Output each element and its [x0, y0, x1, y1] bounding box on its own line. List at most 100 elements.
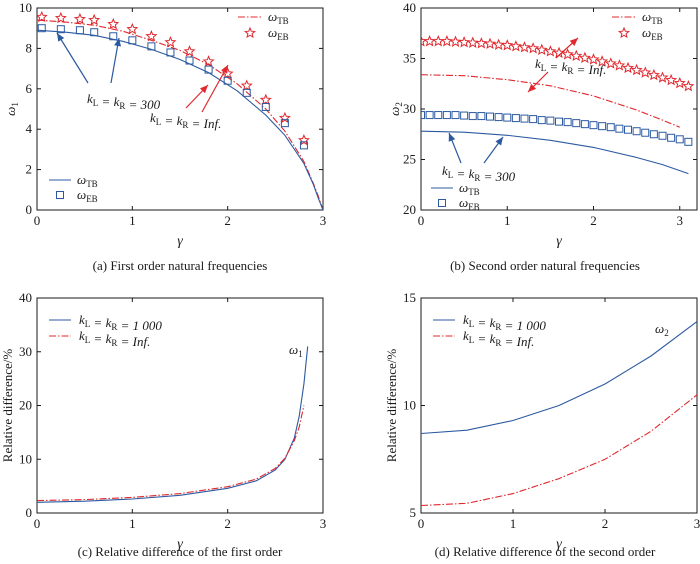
data-point-square [75, 26, 84, 35]
series-line [421, 394, 697, 507]
y-tick-label: 30 [19, 344, 32, 359]
series-2 [37, 405, 305, 502]
data-point-square [128, 36, 137, 45]
data-point-square [675, 135, 684, 144]
plot-area [421, 321, 697, 507]
data-point-star [518, 41, 531, 53]
x-tick-label: 0 [418, 516, 425, 531]
annotation-label: kL = kR = Inf. [150, 110, 221, 131]
data-point-star [449, 35, 462, 47]
panel-caption: (a) First order natural frequencies [93, 258, 268, 273]
data-point-square [90, 28, 99, 37]
data-point-square [511, 114, 520, 123]
x-tick-label: 1 [504, 213, 511, 228]
data-point-star [458, 35, 471, 48]
panel-1: 0 1 2 3 0 2 4 6 8 10 γ ω1 (a) First order natural fr… [3, 0, 326, 273]
x-tick-label: 2 [590, 213, 597, 228]
annotation-arrow [56, 32, 89, 84]
legend-label: ωTB [642, 9, 663, 26]
annotation-arrow-head [528, 83, 537, 92]
y-tick-label: 40 [403, 0, 416, 15]
data-point-square [537, 116, 546, 125]
legend-square [56, 191, 64, 199]
annotation-arrow [448, 132, 462, 164]
y-tick-label: 6 [26, 81, 33, 96]
data-point-square [572, 119, 581, 128]
series-4 [421, 111, 693, 146]
legend-label: kL = kR = 1 000 [79, 312, 162, 333]
series-line [37, 346, 309, 503]
y-tick-label: 5 [410, 505, 417, 520]
data-point-square [589, 121, 598, 130]
data-point-star [440, 34, 453, 47]
legend-label: ωEB [459, 195, 480, 212]
annotation-label: kL = kR = Inf. [535, 56, 606, 77]
y-tick-label: 30 [403, 101, 416, 116]
data-point-star [297, 134, 310, 146]
data-point-square [632, 127, 641, 136]
data-point-star [278, 111, 291, 124]
data-point-star [37, 10, 48, 23]
data-point-star [673, 76, 686, 89]
data-point-square [529, 115, 538, 124]
x-tick-label: 2 [602, 516, 609, 531]
panel-caption: (b) Second order natural frequencies [450, 258, 640, 273]
curve-annotation: ω2 [655, 321, 669, 338]
annotation-arrow-head [448, 133, 456, 142]
annotation-arrow [483, 136, 504, 164]
data-point-star [544, 45, 557, 57]
x-tick-label: 2 [224, 213, 231, 228]
y-tick-label: 40 [19, 290, 32, 305]
legend-label: ωTB [77, 172, 98, 189]
x-tick-label: 3 [694, 516, 700, 531]
data-point-star [656, 71, 669, 83]
data-point-square [598, 122, 607, 131]
series-line [421, 130, 689, 175]
data-point-square [147, 42, 156, 51]
data-point-square [460, 111, 469, 120]
plot-frame [36, 7, 324, 211]
data-point-star [501, 39, 514, 51]
data-point-square [606, 123, 615, 132]
data-point-star [682, 79, 695, 92]
panel-4: 0 1 2 3 5 10 15 γ Relative difference/% (d) Relat… [384, 290, 700, 559]
data-point-square [649, 130, 658, 139]
data-point-star [240, 79, 253, 91]
annotation-arrow [185, 84, 209, 109]
x-tick-label: 0 [34, 213, 41, 228]
data-point-square [434, 111, 443, 120]
x-tick-label: 0 [34, 516, 41, 531]
annotation-label: kL = kR = 300 [442, 163, 516, 184]
annotation-arrow-shaft [56, 32, 89, 84]
annotation-arrow-head [569, 38, 578, 46]
data-point-square [546, 116, 555, 125]
series-1 [421, 74, 681, 128]
series-line [421, 74, 681, 128]
x-tick-label: 3 [677, 213, 684, 228]
x-tick-label: 1 [129, 213, 136, 228]
data-point-square [299, 141, 308, 150]
y-tick-label: 2 [26, 162, 33, 177]
data-point-star [630, 63, 643, 76]
y-tick-label: 25 [403, 152, 416, 167]
data-point-square [442, 111, 451, 120]
data-point-star [535, 43, 548, 56]
data-point-star [145, 29, 158, 42]
data-point-square [166, 48, 175, 57]
legend-label: ωEB [268, 25, 289, 42]
y-tick-label: 4 [26, 121, 33, 136]
data-point-star [578, 51, 591, 64]
plot-area [37, 346, 309, 503]
series-2 [421, 394, 697, 507]
x-tick-label: 0 [418, 213, 425, 228]
y-axis-label: Relative difference/% [384, 349, 399, 463]
data-point-star [126, 22, 139, 35]
data-point-star [483, 37, 497, 49]
annotation-arrow-head [114, 38, 122, 47]
y-tick-label: 10 [19, 0, 32, 15]
data-point-square [242, 88, 251, 97]
